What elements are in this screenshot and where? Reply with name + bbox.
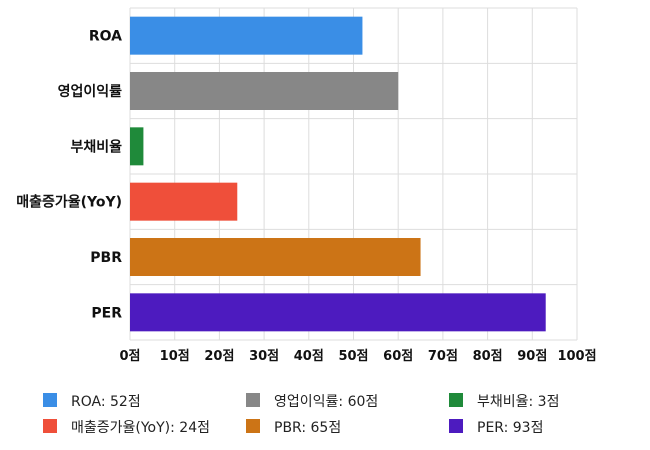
legend-label: PBR: 65점: [274, 420, 341, 436]
category-label: PBR: [90, 250, 122, 266]
bars: [130, 16, 546, 332]
x-tick-label: 100점: [557, 349, 596, 364]
legend-label: PER: 93점: [477, 420, 543, 436]
x-tick-label: 0점: [119, 349, 140, 364]
x-tick-label: 60점: [383, 349, 413, 364]
x-tick-label: 90점: [517, 349, 547, 364]
legend-label: 부채비율: 3점: [477, 394, 559, 410]
legend-swatch: [43, 419, 57, 433]
legend-swatch: [449, 419, 463, 433]
category-label: 부채비율: [70, 138, 122, 155]
bar-2: [130, 72, 399, 110]
legend-swatch: [43, 393, 57, 407]
legend-swatch: [449, 393, 463, 407]
bar-3: [130, 127, 144, 166]
legend-label: ROA: 52점: [71, 394, 141, 410]
bar-1: [130, 16, 363, 55]
x-tick-label: 20점: [204, 349, 234, 364]
category-label: 영업이익률: [58, 83, 123, 100]
x-tick-label: 80점: [473, 349, 503, 364]
x-tick-label: 30점: [249, 349, 279, 364]
x-tick-label: 70점: [428, 349, 458, 364]
legend-label: 영업이익률: 60점: [274, 394, 378, 410]
bar-4: [130, 182, 238, 221]
legend-swatch: [246, 393, 260, 407]
x-tick-label: 10점: [160, 349, 190, 364]
legend-label: 매출증가율(YoY): 24점: [71, 420, 210, 436]
category-label: PER: [91, 305, 122, 321]
x-tick-labels: 0점 10점 20점 30점 40점 50점 60점 70점 80점 90점 100점: [119, 349, 596, 364]
bar-5: [130, 238, 421, 276]
x-tick-label: 50점: [338, 349, 368, 364]
bar-6: [130, 293, 546, 332]
category-label: ROA: [89, 29, 122, 45]
category-label: 매출증가율(YoY): [16, 194, 122, 211]
grid-lines: [129, 7, 578, 341]
x-tick-label: 40점: [294, 349, 324, 364]
legend-swatch: [246, 419, 260, 433]
